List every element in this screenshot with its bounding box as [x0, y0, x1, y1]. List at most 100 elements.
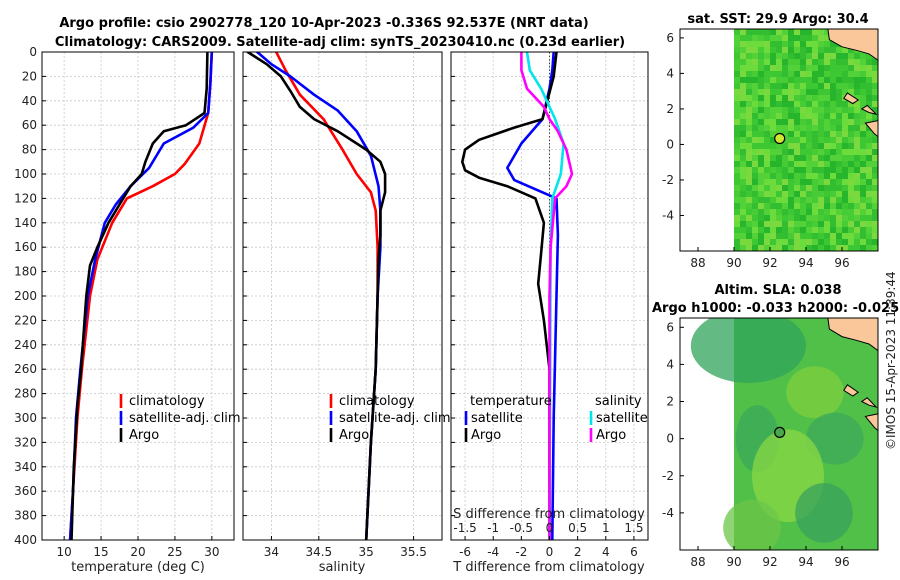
sst-cell	[782, 29, 788, 35]
map-x-tick-label: 88	[690, 256, 705, 270]
sst-cell	[794, 227, 800, 233]
sst-cell	[782, 89, 788, 95]
sst-cell	[854, 227, 860, 233]
sst-cell	[770, 95, 776, 101]
sst-cell	[800, 41, 806, 47]
sst-cell	[836, 137, 842, 143]
sst-cell	[860, 155, 866, 161]
sst-cell	[794, 137, 800, 143]
sst-cell	[866, 65, 872, 71]
legend-label-climatology: climatology	[339, 394, 415, 409]
sst-cell	[764, 197, 770, 203]
sst-cell	[770, 197, 776, 203]
sst-cell	[788, 167, 794, 173]
sst-cell	[854, 119, 860, 125]
sst-cell	[842, 191, 848, 197]
sst-cell	[740, 125, 746, 131]
sst-cell	[866, 137, 872, 143]
sst-cell	[860, 137, 866, 143]
sst-cell	[866, 215, 872, 221]
sst-cell	[812, 149, 818, 155]
sst-cell	[824, 59, 830, 65]
sst-cell	[824, 107, 830, 113]
sst-cell	[854, 113, 860, 119]
sst-cell	[782, 227, 788, 233]
y-tick-label: 380	[14, 509, 37, 523]
sst-cell	[812, 83, 818, 89]
sst-cell	[776, 143, 782, 149]
sst-cell	[746, 209, 752, 215]
sst-cell	[758, 221, 764, 227]
sst-cell	[752, 203, 758, 209]
sst-cell	[842, 101, 848, 107]
sst-cell	[842, 203, 848, 209]
sst-cell	[860, 89, 866, 95]
sst-cell	[824, 77, 830, 83]
sst-cell	[734, 215, 740, 221]
sst-cell	[752, 215, 758, 221]
sst-cell	[752, 221, 758, 227]
sst-cell	[824, 197, 830, 203]
sst-cell	[776, 161, 782, 167]
temperature-grid	[42, 52, 234, 540]
sst-cell	[800, 173, 806, 179]
sst-cell	[872, 143, 878, 149]
sst-cell	[782, 179, 788, 185]
sst-cell	[806, 35, 812, 41]
sst-cell	[752, 233, 758, 239]
sst-cell	[734, 35, 740, 41]
sst-cell	[782, 47, 788, 53]
sst-cell	[734, 167, 740, 173]
sst-cell	[872, 107, 878, 113]
sst-cell	[746, 47, 752, 53]
sst-cell	[734, 47, 740, 53]
map-x-tick-label: 94	[798, 256, 813, 270]
sst-cell	[764, 233, 770, 239]
sst-cell	[854, 197, 860, 203]
sst-cell	[806, 83, 812, 89]
sst-cell	[818, 185, 824, 191]
sst-cell	[764, 95, 770, 101]
sst-cell	[794, 209, 800, 215]
sst-cell	[740, 143, 746, 149]
land-island	[843, 92, 860, 105]
legend-label-t-satellite: satellite	[471, 411, 523, 426]
sst-cell	[812, 239, 818, 245]
sst-cell	[764, 77, 770, 83]
land-island	[864, 120, 878, 138]
sst-cell	[782, 167, 788, 173]
sst-cell	[842, 83, 848, 89]
sst-cell	[866, 209, 872, 215]
sst-cell	[788, 239, 794, 245]
sst-cell	[806, 107, 812, 113]
map-x-tick-label: 94	[798, 555, 813, 569]
y-tick-label: 100	[14, 167, 37, 181]
sst-cell	[764, 35, 770, 41]
sst-cell	[776, 77, 782, 83]
y-tick-label: 0	[29, 45, 37, 59]
sst-cell	[818, 215, 824, 221]
sst-cell	[740, 245, 746, 251]
sst-cell	[818, 191, 824, 197]
series-line-argo	[246, 52, 387, 540]
sst-cell	[758, 119, 764, 125]
sst-cell	[818, 95, 824, 101]
sst-cell	[860, 167, 866, 173]
sst-cell	[752, 179, 758, 185]
temperature-plot-border	[41, 51, 235, 541]
sst-cell	[800, 203, 806, 209]
sst-cell	[830, 59, 836, 65]
sst-cell	[836, 83, 842, 89]
sst-cell	[776, 215, 782, 221]
sst-cell	[800, 77, 806, 83]
sst-cell	[764, 83, 770, 89]
sst-cell	[740, 137, 746, 143]
sst-cell	[800, 209, 806, 215]
sst-cell	[782, 83, 788, 89]
sst-cell	[848, 191, 854, 197]
y-tick-label: 220	[14, 313, 37, 327]
sst-cell	[830, 185, 836, 191]
sst-cell	[794, 203, 800, 209]
sla-anomaly	[723, 499, 781, 550]
sst-cell	[794, 149, 800, 155]
